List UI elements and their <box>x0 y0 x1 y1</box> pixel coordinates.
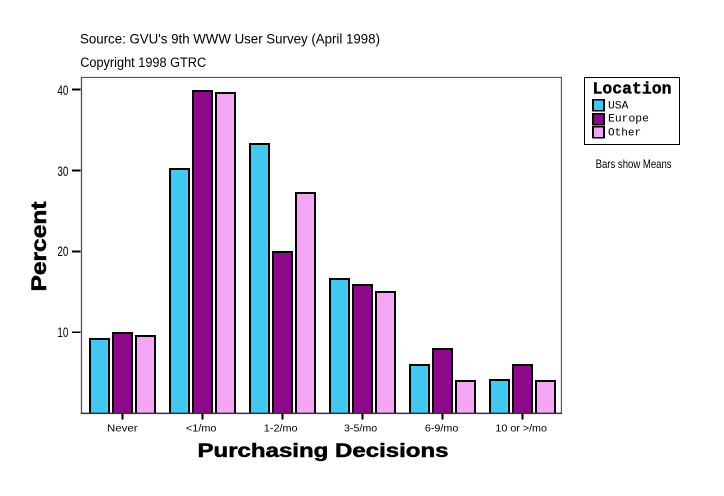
svg-text:30: 30 <box>57 163 68 179</box>
svg-text:<1/mo: <1/mo <box>186 422 217 434</box>
svg-text:Never: Never <box>107 422 138 434</box>
svg-text:Other: Other <box>608 127 641 139</box>
svg-text:Source: GVU's 9th WWW User Sur: Source: GVU's 9th WWW User Survey (April… <box>80 30 380 46</box>
svg-text:Percent: Percent <box>28 202 51 292</box>
svg-text:3-5/mo: 3-5/mo <box>344 422 377 434</box>
svg-text:USA: USA <box>608 100 629 112</box>
svg-text:40: 40 <box>57 82 68 98</box>
svg-text:Location: Location <box>593 80 672 99</box>
svg-text:Copyright 1998 GTRC: Copyright 1998 GTRC <box>80 55 206 70</box>
svg-text:10: 10 <box>57 324 68 340</box>
svg-text:Bars show Means: Bars show Means <box>596 157 672 171</box>
svg-text:10 or >/mo: 10 or >/mo <box>495 422 547 434</box>
svg-text:Purchasing Decisions: Purchasing Decisions <box>198 441 449 462</box>
svg-text:Europe: Europe <box>608 114 649 126</box>
svg-text:6-9/mo: 6-9/mo <box>425 422 459 434</box>
svg-text:20: 20 <box>57 243 68 259</box>
svg-text:1-2/mo: 1-2/mo <box>264 422 298 434</box>
